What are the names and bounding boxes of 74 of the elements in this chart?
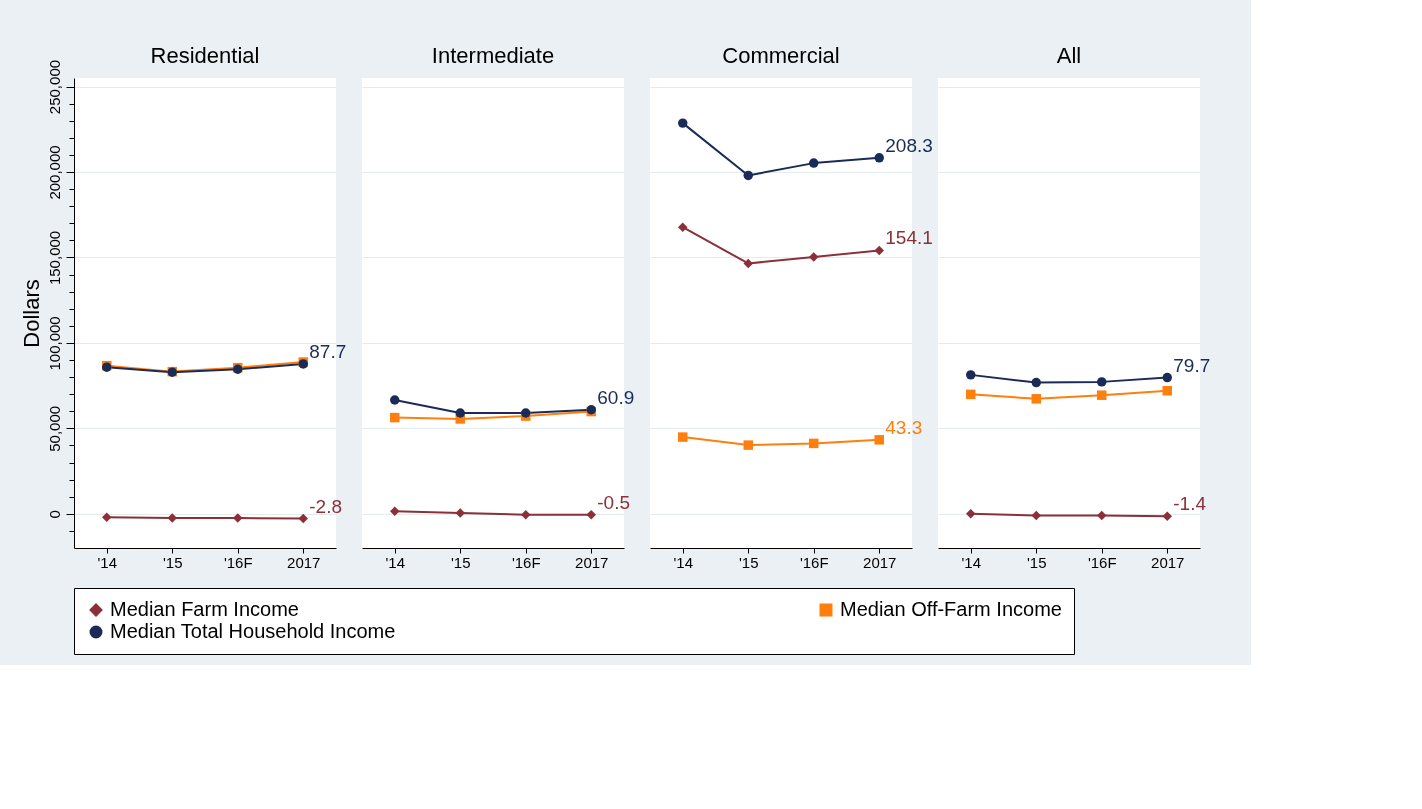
x-tick-label: 2017 xyxy=(863,553,897,571)
point xyxy=(1031,394,1041,404)
annotation: -2.8 xyxy=(309,495,342,517)
point xyxy=(521,509,531,520)
annotation: -1.4 xyxy=(1173,493,1207,515)
point xyxy=(743,258,753,269)
point xyxy=(874,435,884,445)
annotation: 208.3 xyxy=(885,134,933,156)
y-tick-label: 50,000 xyxy=(45,405,63,452)
point xyxy=(743,170,753,181)
point xyxy=(678,432,688,442)
point xyxy=(1097,377,1107,387)
point xyxy=(966,389,976,400)
point xyxy=(809,438,819,449)
point xyxy=(586,509,596,520)
annotation: -0.5 xyxy=(597,491,630,513)
x-tick-label: '16F xyxy=(223,553,253,571)
point xyxy=(1031,377,1041,388)
point xyxy=(455,408,465,418)
x-tick-label: '16F xyxy=(1087,553,1117,571)
point xyxy=(1162,386,1172,396)
x-tick-label: '16F xyxy=(511,553,541,571)
point xyxy=(455,508,465,518)
y-tick-label: 250,000 xyxy=(45,59,63,115)
point xyxy=(743,440,753,450)
y-tick-label: 100,000 xyxy=(45,316,63,371)
x-tick-label: '15 xyxy=(162,553,183,571)
point xyxy=(1097,510,1107,521)
chart-title: Residential xyxy=(150,43,260,68)
chart-title: Intermediate xyxy=(431,43,555,68)
point xyxy=(809,158,819,168)
point xyxy=(874,245,884,256)
annotation: 43.3 xyxy=(885,416,923,438)
point xyxy=(1162,372,1172,383)
x-tick-label: '15 xyxy=(738,553,759,571)
x-tick-label: 2017 xyxy=(287,553,321,571)
x-tick-label: '15 xyxy=(1026,553,1047,571)
point xyxy=(1031,510,1041,521)
y-axis-title: Dollars xyxy=(18,279,44,348)
point xyxy=(102,512,112,522)
annotation: 87.7 xyxy=(309,340,347,362)
y-tick-label: 0 xyxy=(45,510,63,519)
point xyxy=(678,118,688,128)
point xyxy=(298,513,308,524)
point xyxy=(390,395,400,405)
point xyxy=(390,506,400,516)
x-tick-label: '14 xyxy=(97,553,118,571)
point xyxy=(809,252,819,262)
chart-title: Commercial xyxy=(722,43,840,68)
legend-label: Median Farm Income xyxy=(110,598,299,620)
point xyxy=(966,370,976,380)
chart-title: All xyxy=(1056,43,1082,68)
point xyxy=(167,513,177,523)
x-tick-label: 2017 xyxy=(1151,553,1185,571)
annotation: 79.7 xyxy=(1173,354,1211,376)
point xyxy=(1162,511,1172,521)
x-tick-label: '15 xyxy=(450,553,471,571)
point xyxy=(966,509,976,519)
point xyxy=(874,153,884,163)
legend-label: Median Off-Farm Income xyxy=(840,598,1062,620)
y-tick-label: 150,000 xyxy=(45,230,63,286)
y-tick-label: 200,000 xyxy=(45,145,63,200)
legend-label: Median Total Household Income xyxy=(110,620,396,642)
annotation: 60.9 xyxy=(597,386,635,408)
x-tick-label: '14 xyxy=(385,553,406,571)
x-tick-label: '14 xyxy=(673,553,694,571)
x-tick-label: 2017 xyxy=(575,553,609,571)
x-tick-label: '14 xyxy=(961,553,982,571)
point xyxy=(678,222,688,232)
point xyxy=(1097,390,1107,400)
annotation: 154.1 xyxy=(885,227,933,249)
point xyxy=(390,412,400,423)
point xyxy=(233,513,243,523)
x-tick-label: '16F xyxy=(799,553,829,571)
